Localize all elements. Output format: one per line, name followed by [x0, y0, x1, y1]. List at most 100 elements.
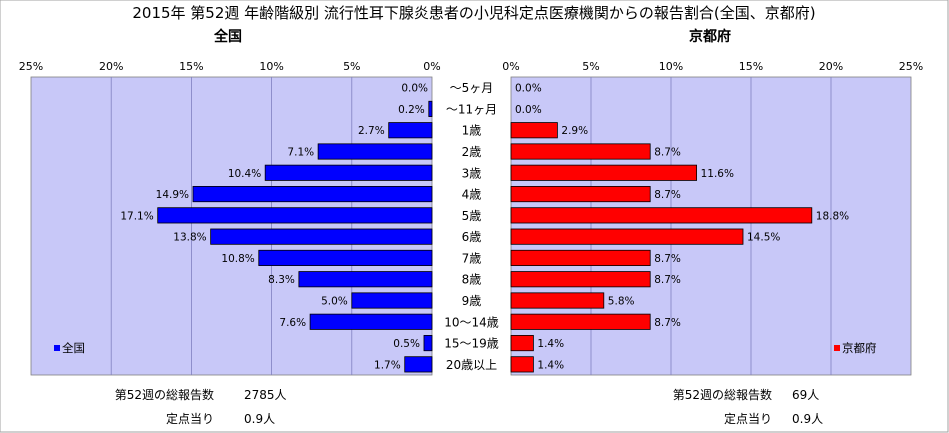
panel-left: 0% 5% 10% 15% 20% 25% 全国 0.0% 0.2% 2.7% 7.1% 10.4% 1… [19, 28, 441, 376]
tick-label-left: 25% [19, 60, 43, 73]
legend-right: 京都府 [834, 341, 877, 355]
footer-total-label-left: 第52週の総報告数 [115, 387, 214, 402]
bar-left [258, 249, 433, 266]
legend-label-left: 全国 [62, 341, 85, 355]
footer-total-label-right: 第52週の総報告数 [673, 387, 772, 402]
category-label: 4歳 [462, 188, 482, 202]
value-label-right: 8.7% [654, 253, 681, 265]
category-label: 15～19歳 [444, 337, 499, 351]
category-label: 9歳 [462, 294, 482, 308]
legend-swatch-left [54, 345, 60, 351]
bar-right [510, 228, 744, 245]
bar-left [423, 335, 433, 352]
tick-label-right: 20% [819, 60, 843, 73]
bar-right [510, 143, 651, 160]
footer-total-value-right: 69人 [792, 388, 819, 402]
value-label-right: 1.4% [537, 359, 564, 371]
bar-left [428, 100, 433, 117]
legend-label-right: 京都府 [842, 341, 877, 355]
value-label-left: 13.8% [173, 232, 206, 244]
bar-left [388, 122, 433, 139]
value-label-left: 0.0% [401, 83, 428, 95]
panel-right: 0% 5% 10% 15% 20% 25% 京都府 0.0% 0.0% 2.9% 8.7% 11.6%… [502, 28, 923, 376]
value-label-left: 5.0% [321, 296, 348, 308]
value-label-left: 17.1% [120, 210, 153, 222]
value-label-right: 0.0% [515, 104, 542, 116]
value-label-left: 7.1% [287, 147, 314, 159]
plot-area-right [510, 76, 912, 376]
value-label-left: 14.9% [156, 189, 189, 201]
chart-title: 2015年 第52週 年齢階級別 流行性耳下腺炎患者の小児科定点医療機関からの報… [132, 4, 815, 22]
category-label: ～5ヶ月 [450, 81, 494, 95]
category-label: 3歳 [462, 166, 482, 180]
category-label: 10～14歳 [444, 315, 499, 329]
tick-label-right: 5% [582, 60, 599, 73]
footer-per-label-left: 定点当り [166, 411, 214, 426]
bar-right [510, 186, 651, 203]
bar-left [404, 356, 433, 373]
bar-right [510, 271, 651, 288]
panel-title-left: 全国 [213, 28, 242, 45]
bar-left [264, 164, 433, 181]
bar-right [510, 313, 651, 330]
bar-left [351, 292, 433, 309]
value-label-left: 1.7% [374, 359, 401, 371]
bar-left [210, 228, 433, 245]
value-label-right: 14.5% [747, 232, 780, 244]
tick-label-right: 15% [739, 60, 763, 73]
category-label: 20歳以上 [446, 358, 497, 372]
bar-left [157, 207, 433, 224]
bar-right [510, 249, 651, 266]
tick-label-right: 10% [659, 60, 683, 73]
footer-per-value-left: 0.9人 [244, 412, 275, 426]
bar-right [510, 207, 813, 224]
value-label-left: 8.3% [268, 274, 295, 286]
value-label-right: 8.7% [654, 317, 681, 329]
bar-left [309, 313, 433, 330]
category-label: ～11ヶ月 [446, 102, 497, 116]
bar-right [510, 122, 558, 139]
tick-label-left: 15% [179, 60, 203, 73]
category-label: 5歳 [462, 209, 482, 223]
value-label-right: 8.7% [654, 189, 681, 201]
value-label-left: 7.6% [279, 317, 306, 329]
bar-left [192, 186, 433, 203]
bar-right [510, 292, 605, 309]
value-label-right: 5.8% [608, 296, 635, 308]
bar-left [317, 143, 433, 160]
value-label-left: 0.2% [398, 104, 425, 116]
footer-total-value-left: 2785人 [244, 388, 287, 402]
value-label-right: 18.8% [816, 210, 849, 222]
panel-title-right: 京都府 [689, 28, 731, 45]
legend-swatch-right [834, 345, 840, 351]
value-label-right: 2.9% [561, 125, 588, 137]
value-label-left: 2.7% [358, 125, 385, 137]
bar-left [298, 271, 433, 288]
category-label: 8歳 [462, 273, 482, 287]
bar-right [510, 335, 534, 352]
plot-area-left [30, 76, 433, 376]
category-label: 7歳 [462, 251, 482, 265]
value-label-right: 11.6% [701, 168, 734, 180]
value-label-right: 1.4% [537, 338, 564, 350]
value-label-right: 8.7% [654, 147, 681, 159]
bar-right [510, 356, 534, 373]
value-label-right: 8.7% [654, 274, 681, 286]
footer-per-value-right: 0.9人 [792, 412, 823, 426]
value-label-left: 10.8% [221, 253, 254, 265]
legend-left: 全国 [54, 341, 85, 355]
tick-label-left: 5% [343, 60, 360, 73]
category-label: 2歳 [462, 145, 482, 159]
tick-label-left: 20% [99, 60, 123, 73]
value-label-right: 0.0% [515, 83, 542, 95]
value-label-left: 0.5% [393, 338, 420, 350]
category-label: 1歳 [462, 124, 482, 138]
category-label: 6歳 [462, 230, 482, 244]
tick-label-right: 25% [899, 60, 923, 73]
tick-label-left: 0% [423, 60, 440, 73]
tick-label-right: 0% [502, 60, 519, 73]
value-label-left: 10.4% [228, 168, 261, 180]
bar-right [510, 164, 698, 181]
tick-label-left: 10% [259, 60, 283, 73]
